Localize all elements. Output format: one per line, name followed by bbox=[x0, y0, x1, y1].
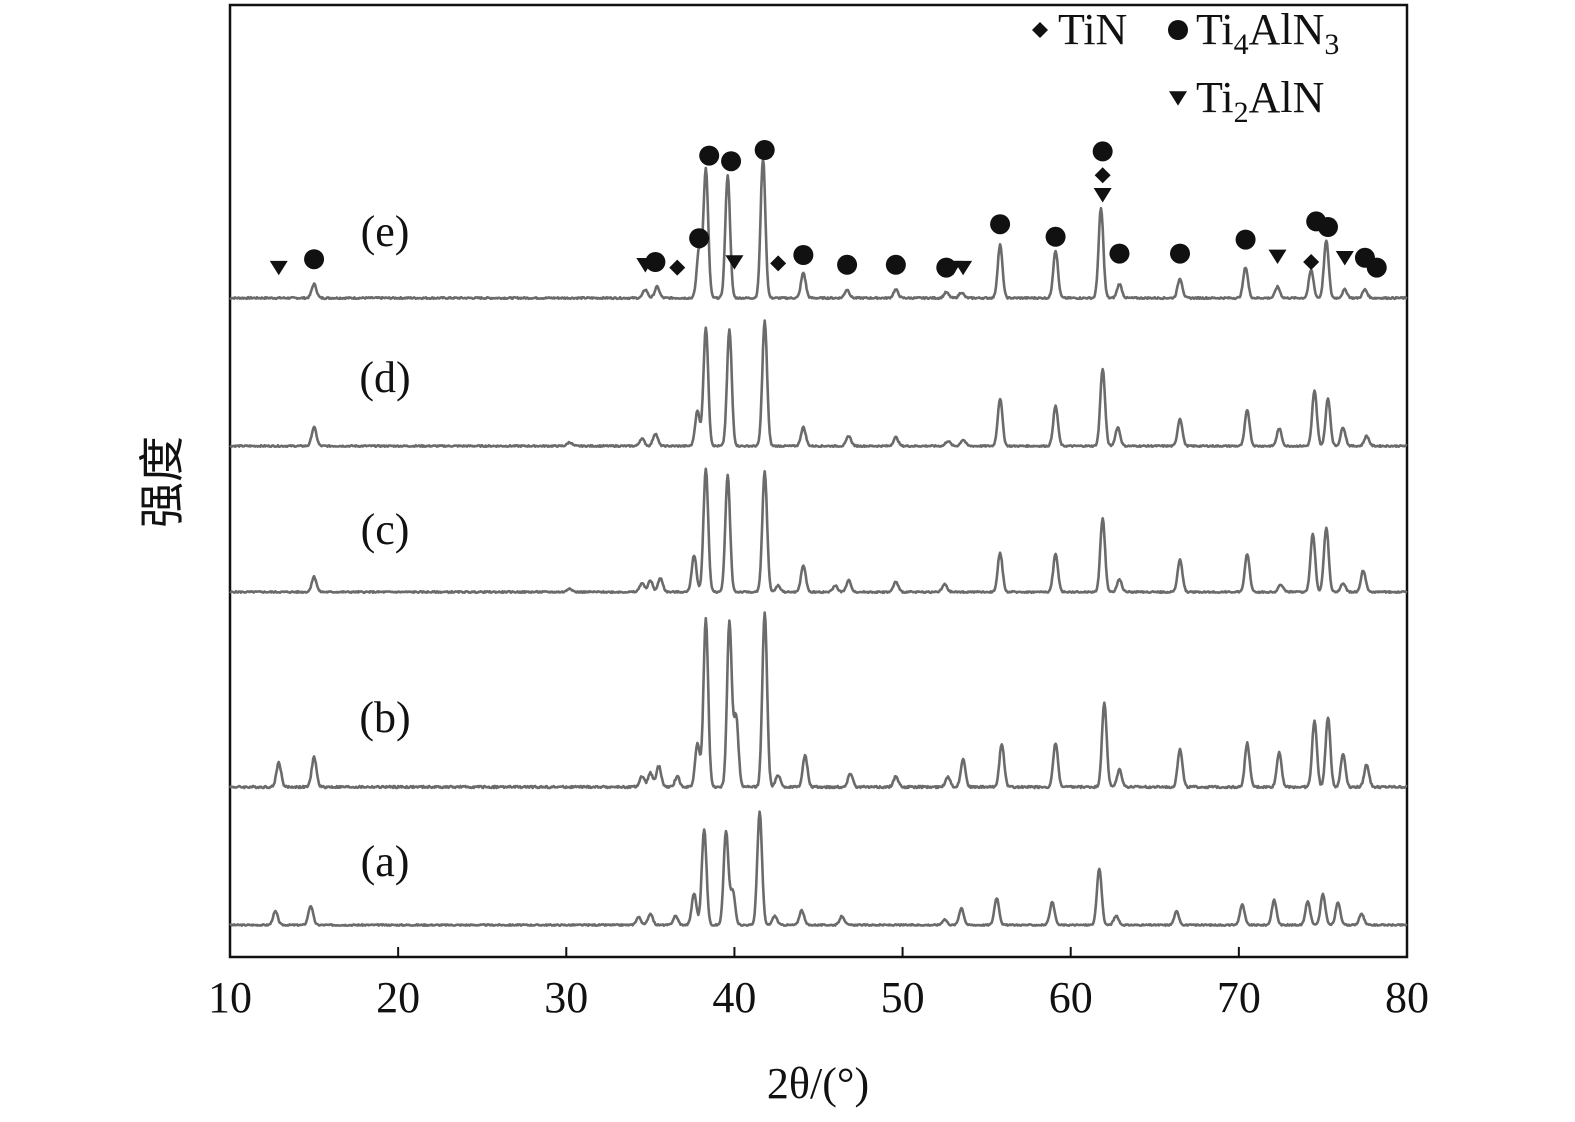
curve-label-d: (d) bbox=[359, 353, 410, 402]
legend-label: TiN bbox=[1058, 5, 1127, 54]
ti2aln-marker bbox=[1268, 249, 1287, 265]
ti4aln3-marker bbox=[990, 214, 1011, 235]
legend-circle-icon bbox=[1168, 20, 1188, 40]
ti4aln3-marker bbox=[793, 245, 814, 265]
ti2aln-marker bbox=[725, 255, 744, 270]
xrd-curve-e bbox=[229, 157, 1408, 301]
ti4aln3-marker bbox=[1366, 257, 1387, 278]
x-tick-label: 30 bbox=[544, 973, 588, 1022]
tin-marker bbox=[1094, 167, 1111, 184]
x-axis-title: 2θ/(°) bbox=[767, 1059, 869, 1108]
ti4aln3-marker bbox=[837, 254, 858, 275]
ti4aln3-marker bbox=[721, 151, 742, 172]
x-tick-label: 80 bbox=[1385, 973, 1429, 1022]
ti2aln-marker bbox=[1093, 188, 1112, 203]
ti4aln3-marker bbox=[1109, 243, 1130, 264]
legend-diamond-icon bbox=[1032, 22, 1048, 38]
x-tick-label: 10 bbox=[208, 973, 252, 1022]
ti4aln3-marker bbox=[1092, 141, 1113, 162]
curve-label-b: (b) bbox=[359, 693, 410, 742]
ti4aln3-marker bbox=[885, 254, 906, 275]
ti2aln-marker bbox=[269, 260, 288, 276]
curve-label-c: (c) bbox=[361, 505, 410, 554]
curve-labels-layer: (a) (b) (c) (d) (e) bbox=[359, 207, 410, 886]
x-tick-label: 70 bbox=[1217, 973, 1261, 1022]
xrd-curve-c bbox=[229, 467, 1408, 595]
y-axis-title: 强度 bbox=[135, 436, 189, 528]
legend-label: Ti2AlN bbox=[1196, 73, 1324, 129]
ti2aln-marker bbox=[1335, 251, 1354, 266]
xrd-curve-a bbox=[228, 810, 1408, 927]
x-tick-label: 40 bbox=[712, 973, 756, 1022]
x-tick-label: 60 bbox=[1049, 973, 1093, 1022]
tin-marker bbox=[770, 255, 787, 272]
ti4aln3-marker bbox=[699, 145, 720, 166]
ti4aln3-marker bbox=[645, 252, 666, 272]
ti4aln3-marker bbox=[1235, 229, 1256, 250]
xrd-curve-b bbox=[228, 611, 1408, 790]
ti4aln3-marker bbox=[1170, 243, 1191, 264]
ti4aln3-marker bbox=[1317, 217, 1338, 237]
xrd-curve-d bbox=[229, 319, 1408, 448]
ti2aln-marker bbox=[954, 260, 973, 276]
x-tick-label: 20 bbox=[376, 973, 420, 1022]
curves-layer bbox=[228, 157, 1408, 927]
x-tick-label: 50 bbox=[881, 973, 925, 1022]
tin-marker bbox=[669, 259, 686, 276]
legend-label: Ti4AlN3 bbox=[1196, 5, 1339, 61]
x-axis-ticks: 10 20 30 40 50 60 70 80 bbox=[208, 947, 1429, 1022]
ti4aln3-marker bbox=[689, 228, 710, 249]
phase-markers-layer bbox=[269, 140, 1387, 278]
legend-triangle-down-icon bbox=[1169, 91, 1187, 106]
tin-marker bbox=[1303, 254, 1320, 270]
legend: TiN Ti4AlN3 Ti2AlN bbox=[1032, 5, 1339, 129]
ti4aln3-marker bbox=[1045, 226, 1066, 247]
curve-label-e: (e) bbox=[361, 207, 410, 256]
plot-frame bbox=[228, 3, 1409, 959]
ti4aln3-marker bbox=[304, 249, 325, 270]
ti4aln3-marker bbox=[754, 140, 775, 160]
curve-label-a: (a) bbox=[361, 837, 410, 886]
